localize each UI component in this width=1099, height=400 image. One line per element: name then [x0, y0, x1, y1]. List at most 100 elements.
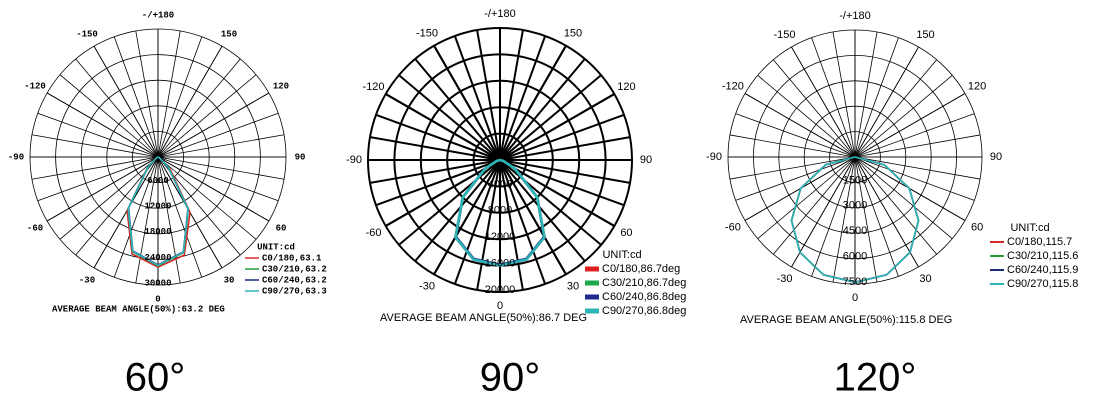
intensity-curve [790, 156, 920, 284]
spoke [375, 113, 501, 161]
spoke [854, 156, 899, 277]
spoke [157, 58, 241, 158]
spoke [499, 159, 602, 246]
spoke [499, 159, 524, 291]
legend-label: C60/240,86.8deg [602, 291, 686, 303]
spoke [499, 159, 631, 184]
legend-label: C60/240,63.2 [262, 275, 327, 285]
angle-grid-line [499, 159, 615, 227]
angle-tick-label: 60 [620, 227, 632, 239]
spoke [369, 136, 501, 161]
footer: AVERAGE BEAM ANGLE(50%):63.2 DEG [52, 304, 225, 314]
polar-chart: -/+180 -150 150 -120 120 -90 90 -60 60 -30 30 0 1500… [706, 10, 1078, 400]
angle-tick-label: -30 [419, 280, 435, 292]
spoke [157, 112, 279, 158]
angle-grid-line [499, 93, 615, 161]
angle-tick-label: 60 [276, 223, 287, 233]
angle-grid-line [854, 156, 919, 268]
spoke [499, 58, 586, 161]
intensity-curve [126, 156, 191, 268]
angle-grid-line [499, 45, 567, 161]
angle-tick-label: 90 [640, 154, 652, 166]
spoke [499, 74, 602, 161]
legend-title: UNIT:cd [257, 242, 295, 252]
spoke [854, 156, 981, 180]
angle-grid-line [46, 156, 159, 222]
spoke [773, 59, 856, 158]
legend-label: C30/210,115.6 [1007, 250, 1078, 262]
radial-tick-label: 1500 [843, 174, 867, 186]
legend-title: UNIT:cd [1010, 222, 1049, 234]
angle-grid-line [854, 93, 966, 158]
spoke [735, 113, 856, 158]
spoke [499, 159, 547, 285]
angle-tick-label: -/+180 [142, 10, 174, 20]
angle-tick-label: 30 [919, 273, 931, 285]
spoke [157, 156, 203, 278]
angle-grid-line [854, 46, 919, 158]
spoke [832, 31, 856, 158]
angle-tick-label: -150 [76, 29, 98, 39]
radial-tick-label: 12000 [485, 231, 516, 243]
spoke [113, 36, 159, 158]
angle-tick-label: -60 [725, 221, 741, 233]
spoke [729, 134, 856, 158]
legend-label: C0/180,63.1 [262, 253, 322, 263]
angle-grid-line [93, 156, 159, 269]
legend-label: C90/270,86.8deg [602, 305, 686, 317]
polar-chart: -/+180 -150 150 -120 120 -90 90 -60 60 -30 30 0 4000… [346, 8, 686, 400]
spoke [113, 156, 159, 278]
spoke [157, 134, 285, 158]
spoke [854, 113, 975, 158]
spoke [157, 156, 279, 202]
angle-tick-label: 120 [968, 80, 986, 92]
angle-grid-line [157, 45, 223, 158]
angle-tick-label: -120 [722, 80, 744, 92]
spoke [476, 159, 501, 291]
spoke [854, 156, 953, 239]
spoke [757, 156, 856, 239]
angle-tick-label: -150 [773, 29, 795, 41]
radial-tick-label: 16000 [485, 258, 516, 270]
angle-grid-line [433, 159, 501, 275]
angle-tick-label: -60 [27, 223, 43, 233]
radial-tick-label: 3000 [843, 200, 867, 212]
angle-tick-label: -90 [706, 151, 722, 163]
angle-grid-line [791, 46, 856, 158]
spoke [37, 156, 159, 202]
radial-tick-label: 12000 [144, 202, 171, 212]
angle-grid-line [791, 156, 856, 268]
angle-grid-line [93, 45, 159, 158]
legend-label: C90/270,115.8 [1007, 278, 1078, 290]
spoke [157, 74, 257, 158]
spoke [398, 159, 501, 246]
spoke [157, 156, 285, 180]
intensity-curve [127, 156, 189, 267]
spoke [832, 156, 856, 283]
radial-tick-label: 4500 [843, 225, 867, 237]
spoke [854, 156, 975, 201]
angle-grid-line [46, 92, 159, 158]
radial-tick-label: 4000 [488, 178, 512, 190]
spoke [811, 37, 856, 158]
spoke [414, 159, 501, 262]
spoke [135, 30, 159, 158]
spoke [854, 156, 878, 283]
spoke [414, 58, 501, 161]
footer: AVERAGE BEAM ANGLE(50%):86.7 DEG [380, 312, 587, 324]
spoke [854, 31, 878, 158]
angle-tick-label: -60 [366, 227, 382, 239]
angle-tick-label: 150 [564, 27, 582, 39]
caption: 90° [480, 356, 541, 400]
angle-tick-label: -150 [416, 27, 438, 39]
angle-grid-line [385, 159, 501, 227]
angle-grid-line [744, 93, 856, 158]
spoke [157, 36, 203, 158]
footer: AVERAGE BEAM ANGLE(50%):115.8 DEG [740, 314, 952, 326]
angle-grid-line [433, 45, 501, 161]
angle-tick-label: -120 [24, 81, 46, 91]
angle-tick-label: 0 [852, 292, 858, 304]
angle-tick-label: 90 [990, 151, 1002, 163]
caption: 60° [125, 356, 186, 400]
